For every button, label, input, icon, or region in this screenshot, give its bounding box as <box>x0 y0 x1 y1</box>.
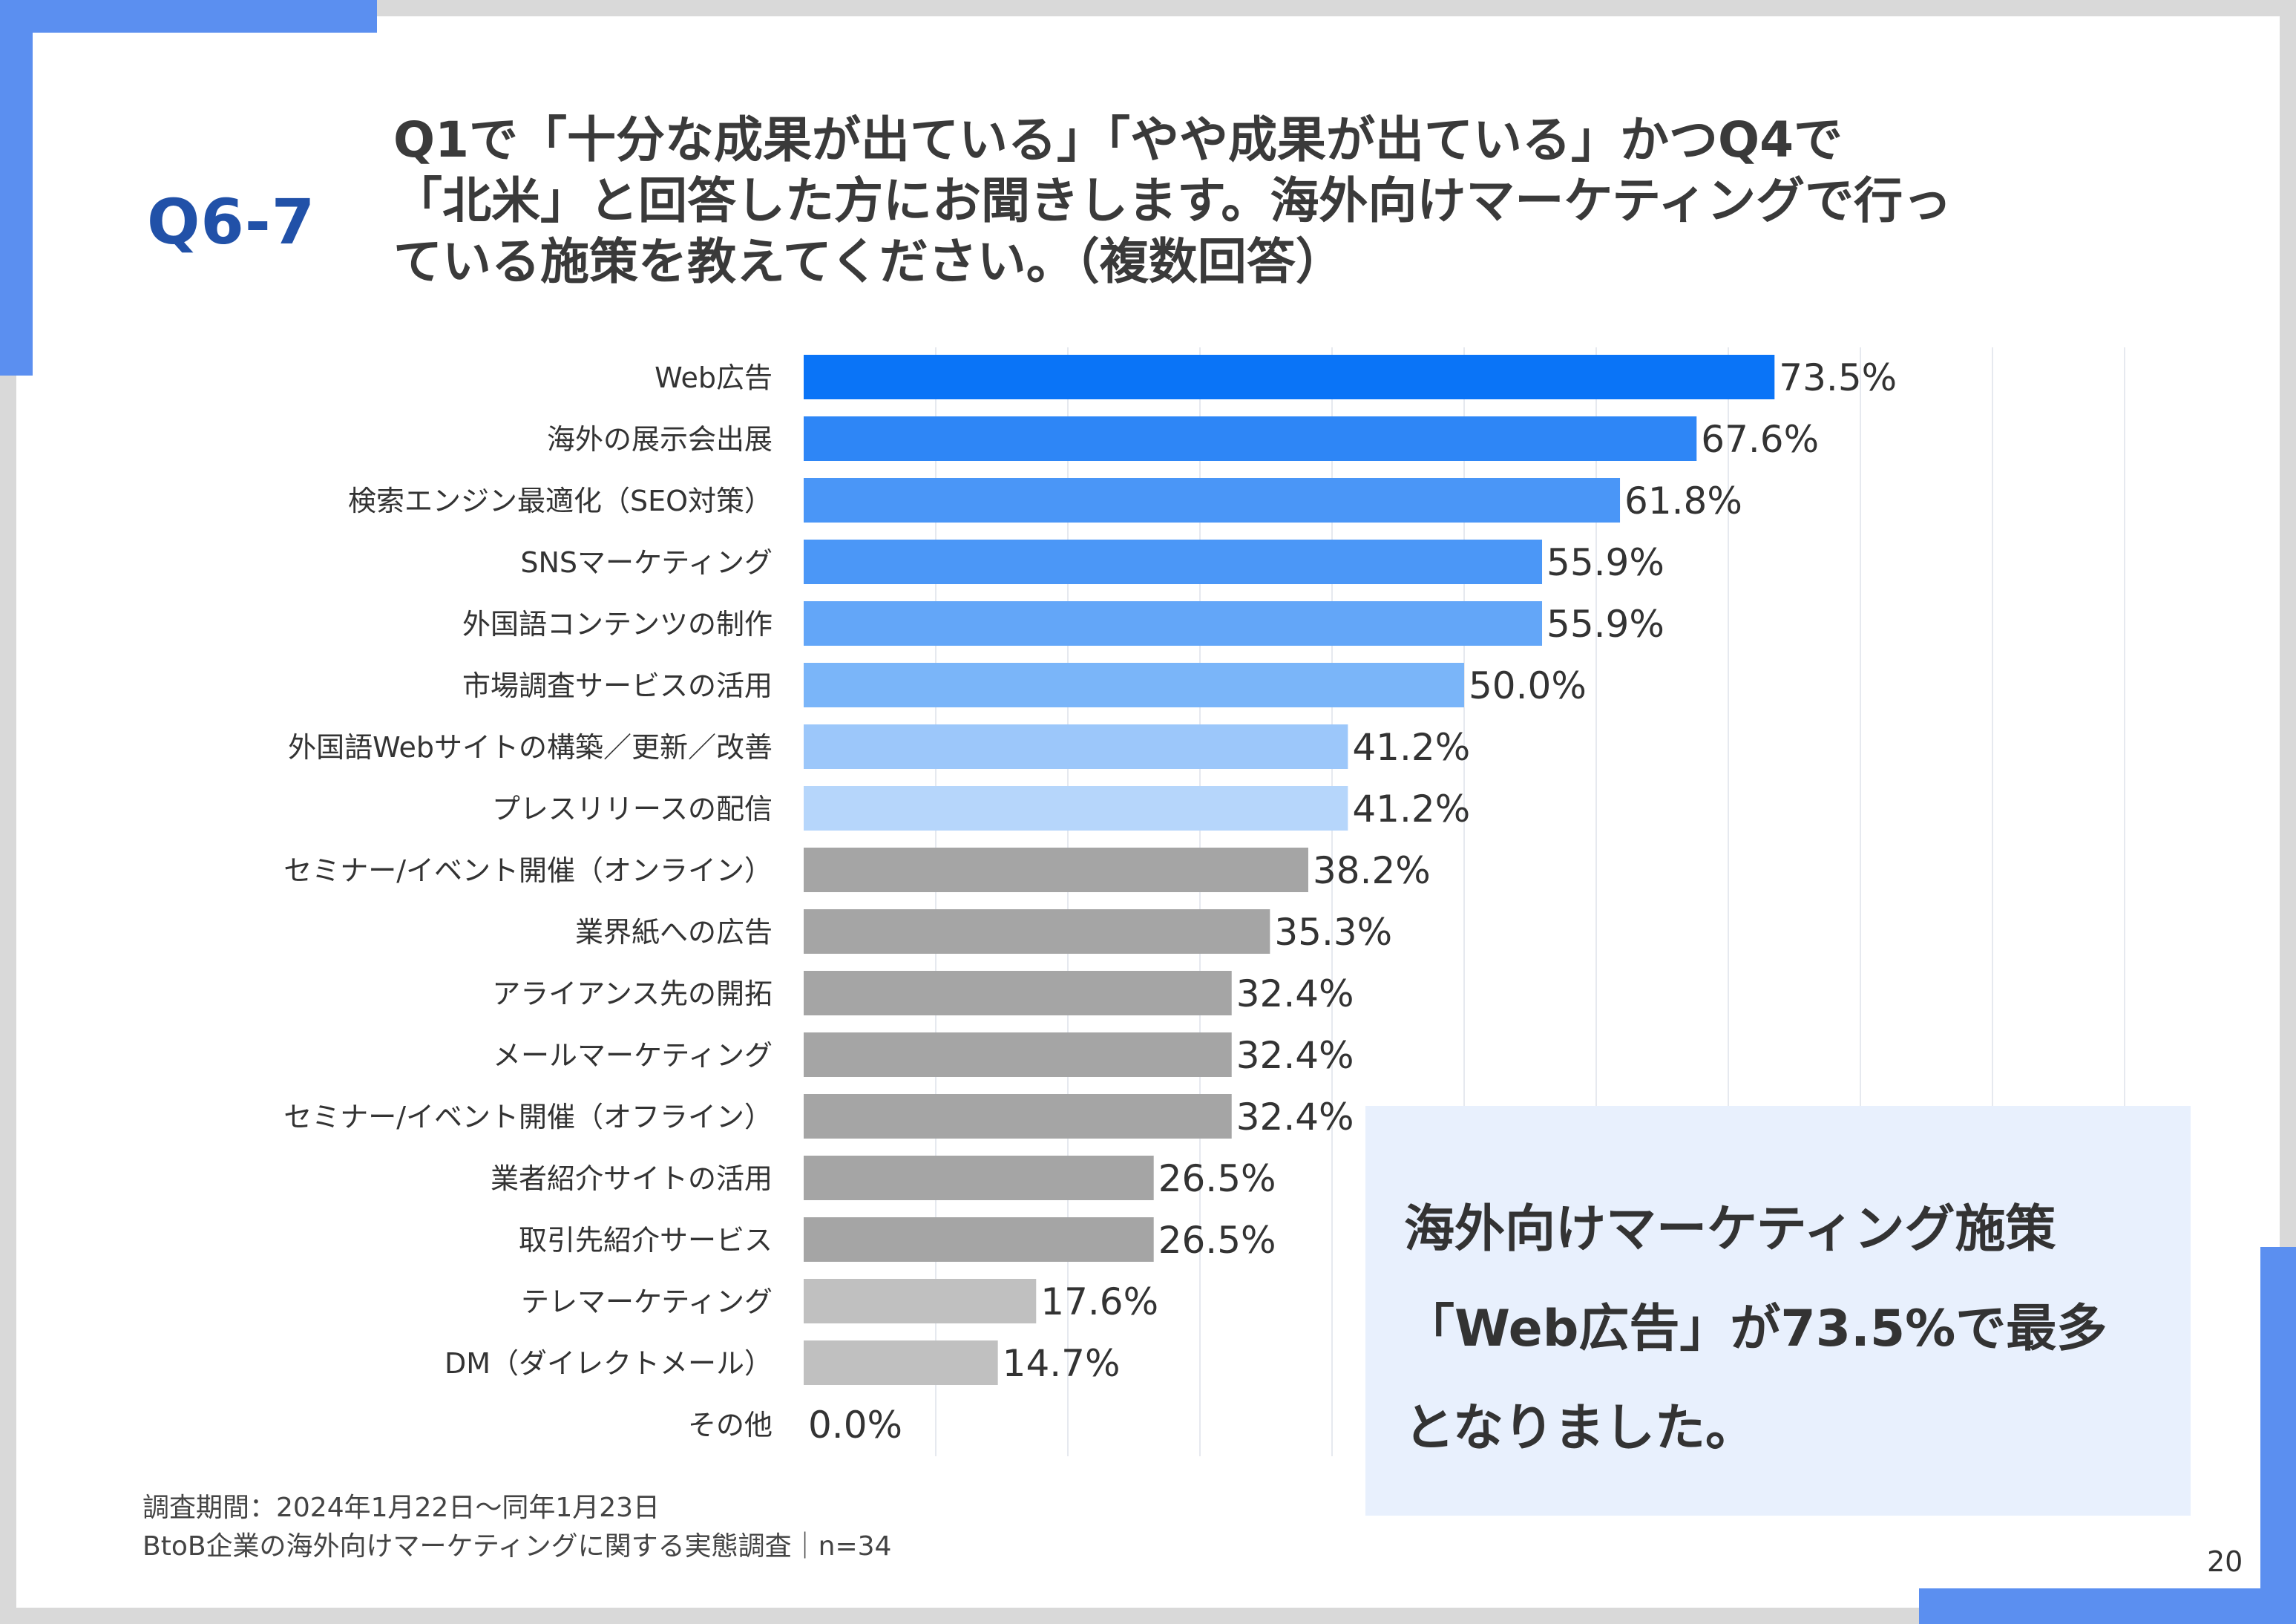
survey-description: BtoB企業の海外向けマーケティングに関する実態調査｜n=34 <box>142 1531 892 1562</box>
corner-accent-right <box>2260 1247 2296 1624</box>
value-label: 41.2% <box>1352 726 1470 769</box>
value-label: 55.9% <box>1546 541 1664 584</box>
bar <box>804 478 1621 523</box>
question-line: 「北米」と回答した方にお聞きします。海外向けマーケティングで行っ <box>393 172 1952 229</box>
bar <box>804 1156 1154 1200</box>
callout-line: 海外向けマーケティング施策 <box>1404 1200 2056 1259</box>
bar <box>804 1094 1232 1139</box>
value-label: 50.0% <box>1469 664 1587 707</box>
bar <box>804 909 1270 954</box>
bar <box>804 1340 998 1385</box>
bar <box>804 1217 1154 1262</box>
category-label: その他 <box>688 1409 773 1441</box>
corner-accent-top-left <box>0 0 377 33</box>
page-number: 20 <box>2207 1545 2243 1578</box>
value-label: 14.7% <box>1003 1342 1121 1385</box>
bar <box>804 848 1308 892</box>
corner-accent-bottom <box>1919 1588 2296 1624</box>
value-label: 35.3% <box>1274 911 1392 954</box>
value-label: 32.4% <box>1236 1034 1354 1077</box>
bar <box>804 971 1232 1015</box>
category-label: 海外の展示会出展 <box>547 423 773 456</box>
category-label: DM（ダイレクトメール） <box>445 1347 773 1380</box>
callout-line: 「Web広告」が73.5%で最多 <box>1404 1300 2108 1358</box>
footnote: 調査期間：2024年1月22日～同年1月23日 BtoB企業の海外向けマーケティ… <box>142 1489 891 1566</box>
value-label: 73.5% <box>1779 356 1897 399</box>
bar <box>804 601 1543 646</box>
category-label: メールマーケティング <box>493 1039 773 1072</box>
value-label: 0.0% <box>808 1404 902 1447</box>
bar <box>804 355 1775 399</box>
survey-period: 調査期間：2024年1月22日～同年1月23日 <box>142 1493 660 1523</box>
category-label: セミナー/イベント開催（オンライン） <box>283 854 773 887</box>
value-label: 26.5% <box>1158 1157 1276 1200</box>
summary-callout: 海外向けマーケティング施策 「Web広告」が73.5%で最多 となりました。 <box>1365 1106 2191 1516</box>
category-label: 外国語Webサイトの構築／更新／改善 <box>288 731 773 764</box>
question-text: Q1で「十分な成果が出ている」「やや成果が出ている」かつQ4で 「北米」と回答し… <box>393 110 2189 292</box>
value-label: 55.9% <box>1546 603 1664 646</box>
value-label: 67.6% <box>1701 418 1819 461</box>
category-label: 業界紙への広告 <box>575 916 773 949</box>
bar <box>804 416 1697 461</box>
bar <box>804 724 1348 769</box>
value-label: 32.4% <box>1236 1096 1354 1139</box>
category-label: 検索エンジン最適化（SEO対策） <box>348 485 773 517</box>
value-label: 32.4% <box>1236 972 1354 1015</box>
callout-line: となりました。 <box>1404 1399 1756 1458</box>
bar <box>804 1032 1232 1077</box>
category-label: 業者紹介サイトの活用 <box>491 1162 773 1195</box>
question-line: Q1で「十分な成果が出ている」「やや成果が出ている」かつQ4で <box>393 111 1843 168</box>
question-line: ている施策を教えてください。（複数回答） <box>393 233 1345 290</box>
value-label: 38.2% <box>1313 849 1431 892</box>
callout-text: 海外向けマーケティング施策 「Web広告」が73.5%で最多 となりました。 <box>1404 1180 2176 1479</box>
bar <box>804 1279 1037 1323</box>
category-label: プレスリリースの配信 <box>492 793 773 825</box>
corner-accent-left <box>0 0 33 376</box>
value-label: 17.6% <box>1040 1280 1158 1323</box>
bar <box>804 663 1464 707</box>
value-label: 26.5% <box>1158 1219 1276 1262</box>
category-label: テレマーケティング <box>521 1286 773 1318</box>
bar <box>804 540 1543 584</box>
category-label: セミナー/イベント開催（オフライン） <box>283 1101 773 1133</box>
category-label: Web広告 <box>655 361 773 394</box>
question-number: Q6-7 <box>147 186 316 258</box>
category-label: 市場調査サービスの活用 <box>462 669 773 702</box>
value-label: 61.8% <box>1624 479 1742 523</box>
category-label: アライアンス先の開拓 <box>492 978 773 1010</box>
bar <box>804 786 1348 831</box>
category-label: SNSマーケティング <box>520 546 773 579</box>
category-label: 外国語コンテンツの制作 <box>462 608 773 641</box>
category-label: 取引先紹介サービス <box>519 1224 773 1257</box>
value-label: 41.2% <box>1352 788 1470 831</box>
